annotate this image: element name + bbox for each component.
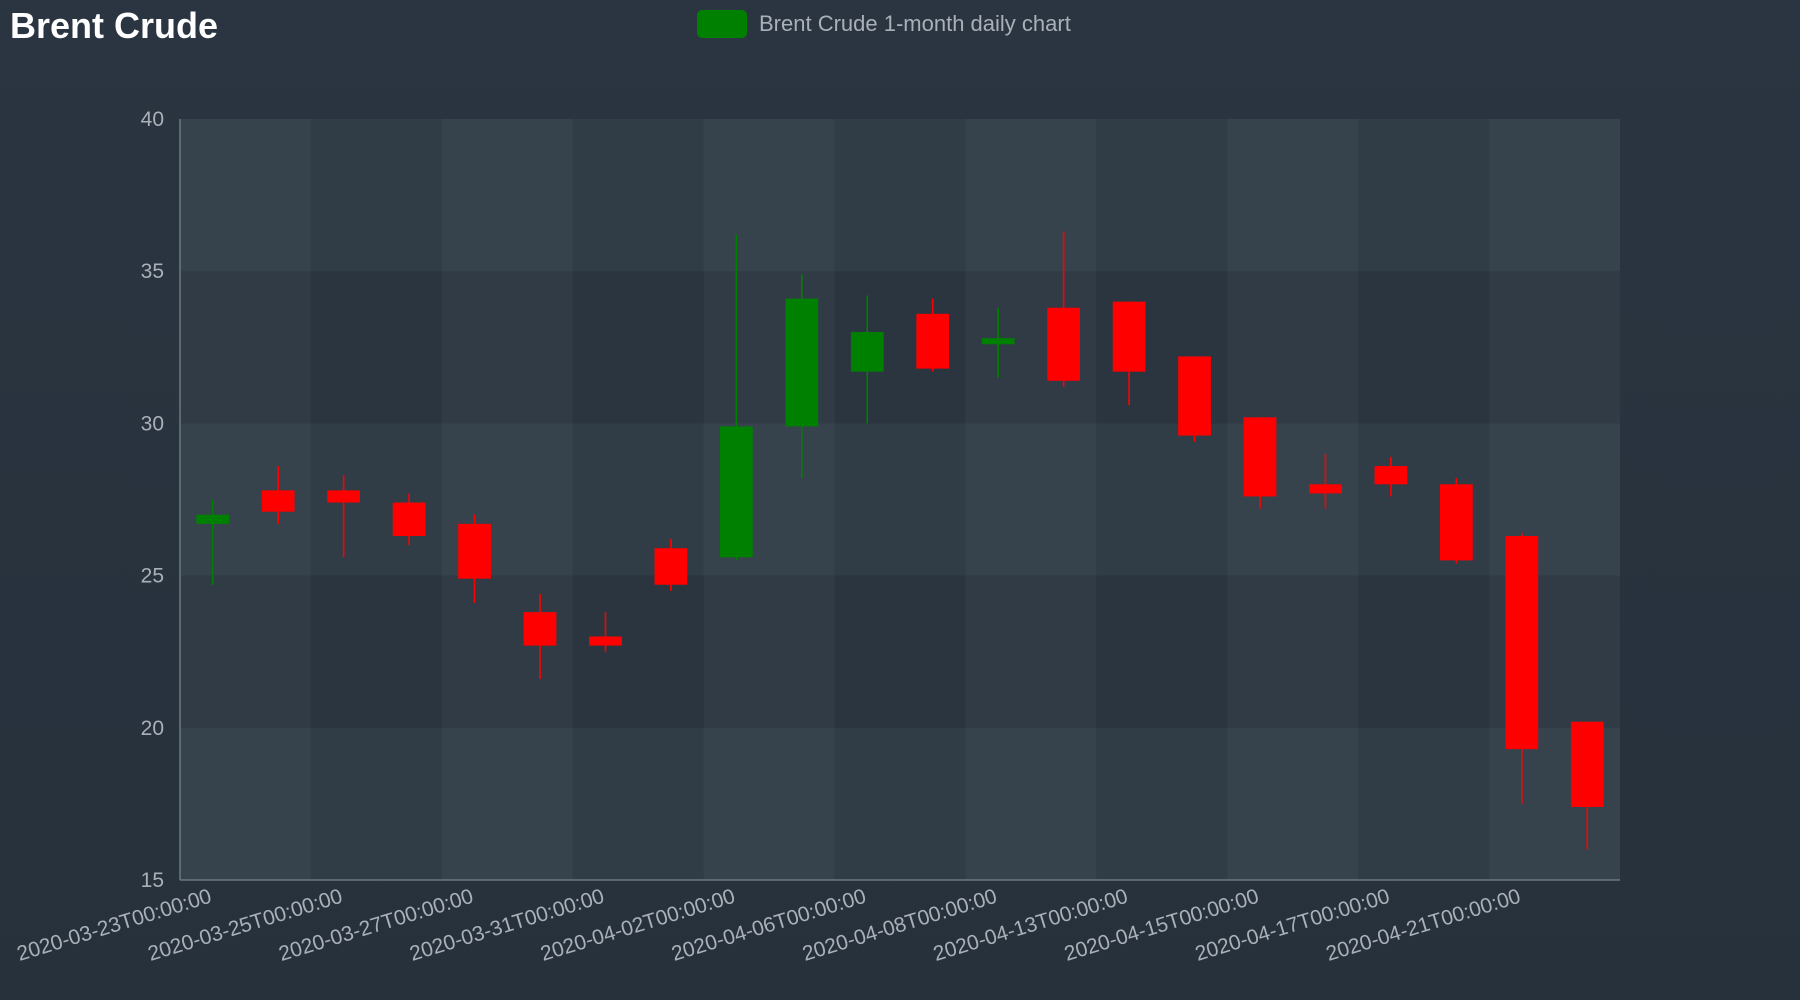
y-tick-label: 15 xyxy=(141,869,164,892)
x-band xyxy=(572,119,704,880)
candle-body xyxy=(1570,721,1604,807)
legend[interactable]: Brent Crude 1-month daily chart xyxy=(697,10,1071,38)
background-bands xyxy=(180,119,1620,880)
candle-body xyxy=(1047,307,1080,381)
y-axis-ticks: 15 20 25 30 35 40 xyxy=(141,108,164,892)
candle-body xyxy=(916,313,950,369)
candle-body xyxy=(981,338,1015,345)
candle-down[interactable] xyxy=(1309,453,1342,509)
candle-up[interactable] xyxy=(850,295,884,424)
candle-body xyxy=(785,298,819,427)
candle-down[interactable] xyxy=(261,466,295,524)
y-band xyxy=(180,119,1620,272)
y-tick-label: 25 xyxy=(141,565,164,588)
legend-swatch xyxy=(697,10,747,38)
candle-body xyxy=(1243,417,1277,497)
x-band xyxy=(441,119,573,880)
x-band xyxy=(1096,119,1228,880)
y-band xyxy=(180,271,1620,424)
y-tick-label: 35 xyxy=(141,260,164,283)
candle-body xyxy=(458,523,491,579)
candle-down[interactable] xyxy=(589,612,622,652)
candle-body xyxy=(720,426,753,558)
candle-body xyxy=(589,636,622,646)
candle-body xyxy=(1112,301,1146,372)
y-tick-label: 30 xyxy=(141,412,164,435)
y-tick-label: 20 xyxy=(141,717,164,740)
x-band xyxy=(965,119,1097,880)
candle-body xyxy=(1178,356,1211,436)
candle-down[interactable] xyxy=(1570,721,1604,850)
candle-down[interactable] xyxy=(1374,456,1408,497)
candles xyxy=(196,231,1604,850)
candle-down[interactable] xyxy=(1243,417,1277,509)
y-band xyxy=(180,423,1620,576)
candle-body xyxy=(392,502,426,537)
candle-body xyxy=(654,548,688,585)
candle-up[interactable] xyxy=(785,274,819,479)
y-band xyxy=(180,575,1620,728)
x-band xyxy=(834,119,966,880)
candle-body xyxy=(1309,484,1342,494)
candle-down[interactable] xyxy=(1440,478,1473,564)
chart-title: Brent Crude xyxy=(10,5,219,46)
x-band xyxy=(1227,119,1359,880)
candle-up[interactable] xyxy=(720,234,753,561)
candle-down[interactable] xyxy=(523,593,557,680)
y-band xyxy=(180,727,1620,880)
candle-body xyxy=(1374,466,1408,485)
candle-up[interactable] xyxy=(981,307,1015,378)
candle-down[interactable] xyxy=(392,493,426,546)
candle-down[interactable] xyxy=(1505,532,1539,804)
candle-body xyxy=(261,490,295,512)
candle-down[interactable] xyxy=(1047,231,1080,387)
candle-body xyxy=(1505,536,1539,750)
candle-body xyxy=(850,332,884,372)
candle-down[interactable] xyxy=(1178,356,1211,442)
candle-down[interactable] xyxy=(654,539,688,591)
candle-down[interactable] xyxy=(327,475,360,558)
legend-label: Brent Crude 1-month daily chart xyxy=(759,11,1071,36)
x-axis-ticks: 2020-03-23T00:00:002020-03-25T00:00:0020… xyxy=(14,885,1523,966)
axes xyxy=(179,119,1620,881)
candle-body xyxy=(327,490,360,503)
candle-down[interactable] xyxy=(1112,301,1146,406)
candle-down[interactable] xyxy=(916,298,950,372)
y-tick-label: 40 xyxy=(141,108,164,131)
candle-body xyxy=(523,612,557,646)
candle-up[interactable] xyxy=(196,499,230,585)
candle-body xyxy=(196,514,230,524)
candle-body xyxy=(1440,484,1473,561)
candle-down[interactable] xyxy=(458,514,491,603)
